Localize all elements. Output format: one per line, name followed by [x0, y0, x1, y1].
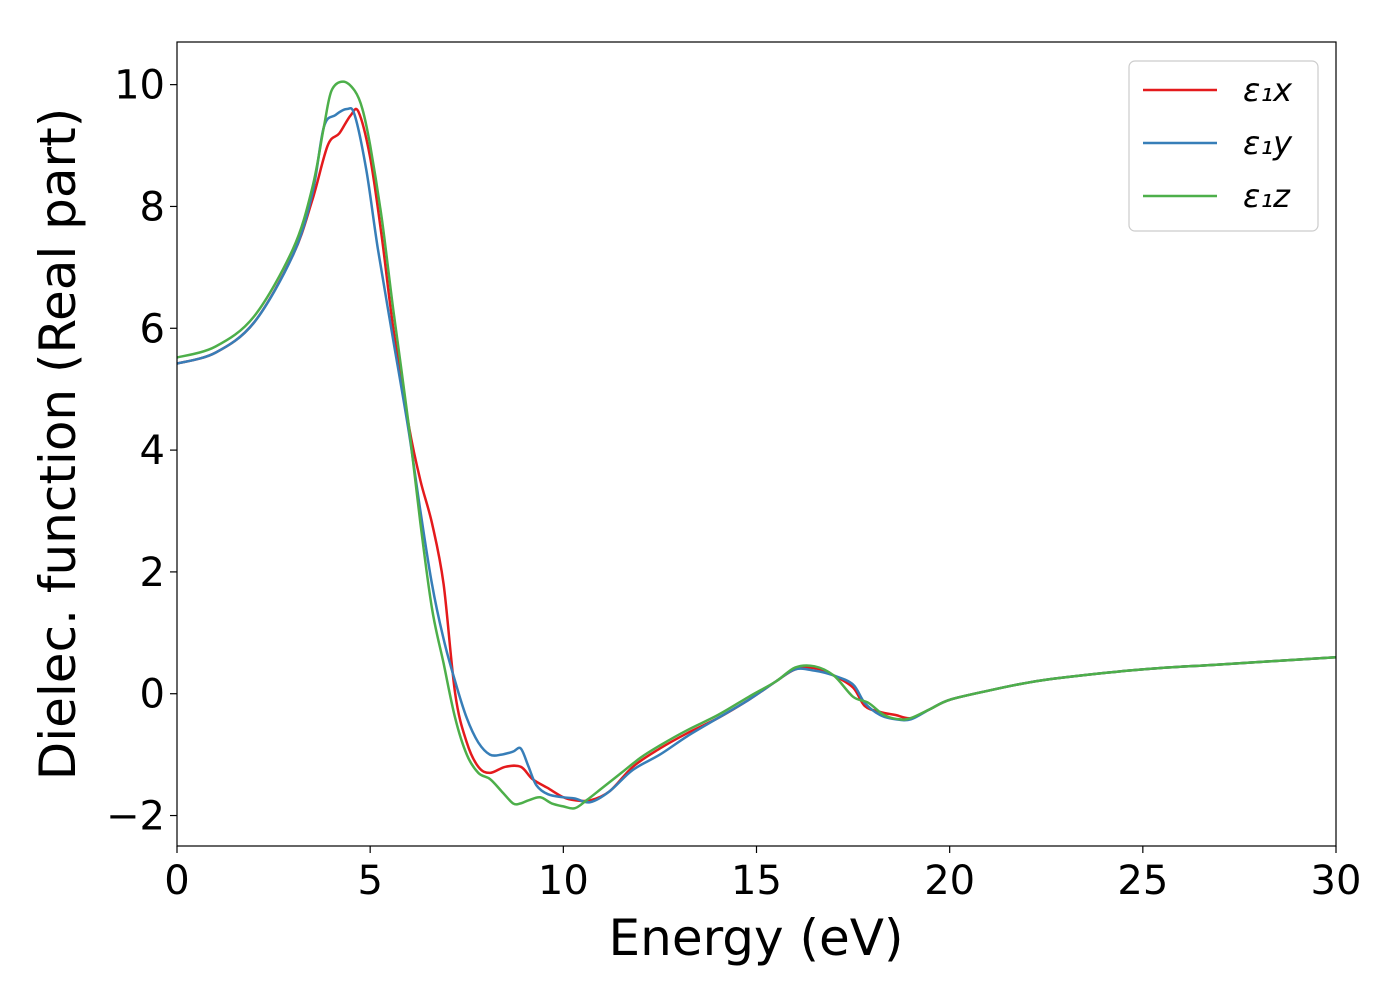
y-axis: −2 0 2 4 6 8 10 [106, 63, 177, 840]
x-tick-label: 5 [357, 858, 382, 904]
y-tick-label: 8 [140, 184, 165, 230]
x-tick-label: 20 [924, 858, 975, 904]
x-tick-label: 30 [1311, 858, 1362, 904]
x-tick-label: 25 [1117, 858, 1168, 904]
x-tick-label: 10 [538, 858, 589, 904]
y-tick-label: 4 [140, 428, 165, 474]
y-tick-label: 2 [140, 550, 165, 596]
legend-label-ex: ε₁x [1243, 71, 1293, 109]
legend-box [1128, 60, 1319, 232]
x-axis: 0 5 10 15 20 25 30 [164, 846, 1361, 904]
series-line-2 [177, 80, 1336, 810]
y-tick-label: 0 [140, 672, 165, 718]
y-tick-label: −2 [106, 794, 165, 840]
x-axis-label: Energy (eV) [609, 909, 904, 967]
y-axis-label: Dielec. function (Real part) [29, 108, 87, 780]
x-tick-label: 0 [164, 858, 189, 904]
y-tick-label: 10 [114, 63, 165, 109]
x-tick-label: 15 [731, 858, 782, 904]
y-tick-label: 6 [140, 306, 165, 352]
legend: ε₁x ε₁y ε₁z [1128, 60, 1319, 232]
legend-label-ey: ε₁y [1243, 124, 1293, 162]
legend-label-ez: ε₁z [1243, 177, 1291, 215]
series-layer [177, 80, 1336, 810]
